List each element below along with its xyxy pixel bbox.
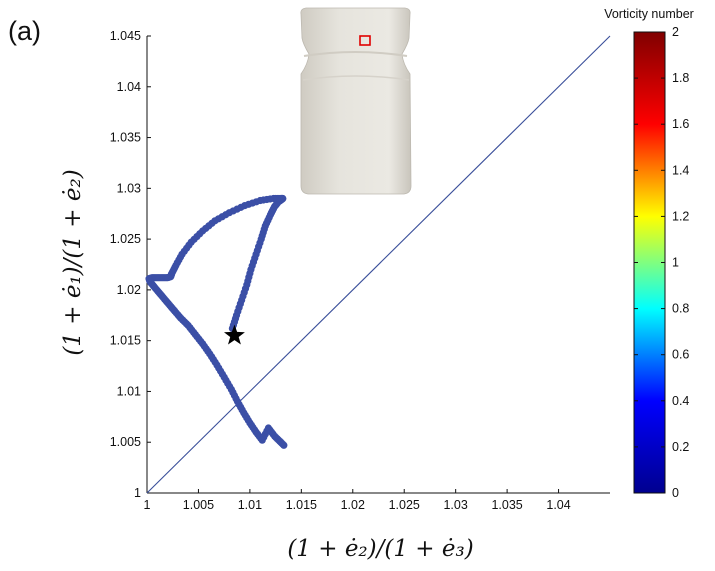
y-tick-label: 1 (134, 486, 141, 500)
colorbar-tick-label: 0.4 (672, 394, 689, 408)
inset-specimen-fold (303, 51, 408, 57)
colorbar-tick-label: 1.2 (672, 209, 689, 223)
colorbar-tick-label: 1 (672, 256, 679, 270)
star-marker (224, 324, 245, 345)
colorbar-tick-label: 2 (672, 25, 679, 39)
y-tick-label: 1.04 (117, 80, 141, 94)
y-tick-label: 1.015 (110, 334, 141, 348)
x-axis-label: (1 + ė₂)/(1 + ė₃) (287, 536, 473, 562)
colorbar-tick-label: 0 (672, 486, 679, 500)
colorbar-title: Vorticity number (604, 7, 694, 21)
x-tick-label: 1.02 (341, 498, 365, 512)
x-tick-label: 1.035 (491, 498, 522, 512)
y-tick-label: 1.02 (117, 283, 141, 297)
x-tick-label: 1.01 (238, 498, 262, 512)
reference-line (146, 35, 611, 494)
y-tick-label: 1.025 (110, 232, 141, 246)
series-0 (145, 194, 288, 449)
y-tick-label: 1.03 (117, 181, 141, 195)
colorbar-tick-label: 1.6 (672, 117, 689, 131)
y-tick-label: 1.01 (117, 384, 141, 398)
panel-label: (a) (8, 16, 41, 46)
inset-location-marker (359, 35, 371, 46)
colorbar-tick-label: 0.2 (672, 440, 689, 454)
x-tick-label: 1.03 (443, 498, 467, 512)
inset-specimen-image (300, 7, 412, 195)
colorbar-tick-label: 0.8 (672, 302, 689, 316)
colorbar-tick-label: 1.8 (672, 71, 689, 85)
inset-specimen-body (300, 7, 412, 195)
data-point (280, 441, 288, 449)
x-tick-label: 1 (144, 498, 151, 512)
x-tick-label: 1.005 (183, 498, 214, 512)
inset-specimen-fold (302, 75, 410, 81)
colorbar (633, 31, 666, 494)
x-tick-label: 1.025 (389, 498, 420, 512)
y-axis-label: (1 + ė₁)/(1 + ė₂) (60, 169, 86, 355)
colorbar-tick-label: 1.4 (672, 163, 689, 177)
y-tick-label: 1.005 (110, 435, 141, 449)
x-tick-label: 1.04 (546, 498, 570, 512)
x-tick-label: 1.015 (286, 498, 317, 512)
y-tick-label: 1.035 (110, 131, 141, 145)
colorbar-tick-label: 0.6 (672, 348, 689, 362)
y-tick-label: 1.045 (110, 29, 141, 43)
